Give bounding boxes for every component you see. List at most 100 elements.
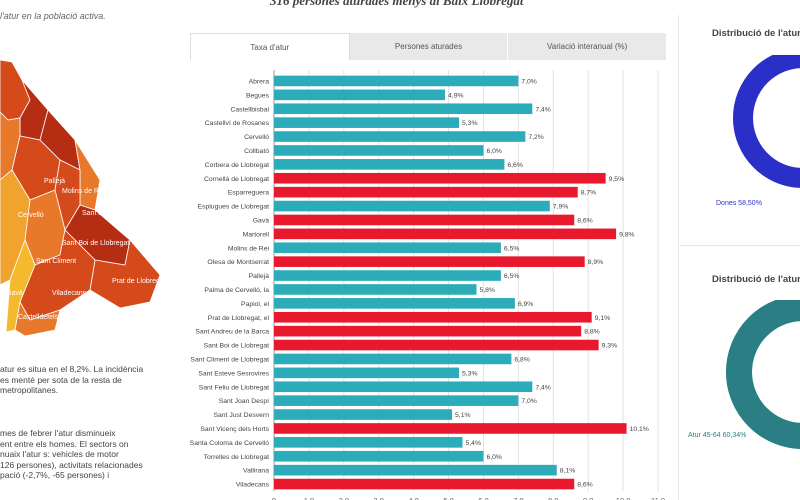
bar-value-label: 5,1% [455,412,471,419]
donut-chart-age [726,300,800,449]
category-label: Begues [246,92,270,99]
tab-taxa-atur[interactable]: Taxa d'atur [190,33,350,60]
bar-value-label: 6,6% [507,162,523,169]
bar-value-label: 6,5% [504,273,519,280]
donut2-title: Distribució de l'atur [712,274,800,285]
tab-persones-aturades[interactable]: Persones aturades [350,33,509,60]
tab-variacio-interanual[interactable]: Variació interanual (%) [508,33,668,60]
category-label: Sant Joan Despí [219,398,269,405]
bar[interactable] [274,89,446,101]
category-label: Viladecans [236,482,270,489]
bar-value-label: 4,9% [448,92,464,99]
bar[interactable] [274,311,592,323]
map-label: Molins de Rei [62,188,105,195]
bar-value-label: 9,3% [602,343,618,350]
bar[interactable] [274,437,463,448]
category-label: Prat de Llobregat, el [208,315,270,322]
category-label: Sant Boi de Llobregat [204,343,269,350]
bar[interactable] [274,145,484,156]
summary-paragraph-2: mes de febrer l'atur disminueix ent entr… [0,428,143,480]
map-label: Cervelló [18,212,44,219]
category-label: Sant Andreu de la Barca [195,329,269,336]
bar[interactable] [274,478,575,490]
bar[interactable] [274,242,501,254]
bar[interactable] [274,367,460,379]
page-title: 316 persones aturades menys al Baix Llob… [270,0,524,8]
map-region-prat[interactable] [89,239,161,309]
category-label: Castellví de Rosanes [205,120,270,127]
bar[interactable] [274,200,550,212]
bar[interactable] [274,284,477,295]
bar-value-label: 7,4% [535,106,551,113]
bar-value-label: 5,3% [462,120,478,127]
bar[interactable] [274,381,533,393]
unemployment-bar-chart: 0 1,0 2,0 3,0 4,0 5,0 6,0 7,0 8,0 9,0 10,0 11,0 Abre… [188,62,672,500]
x-tick-label: 10,0 [616,496,631,500]
bar[interactable] [274,214,575,226]
category-label: Collbató [244,148,269,155]
bar-value-label: 6,9% [518,301,534,308]
bar[interactable] [274,450,484,462]
map-label: Gavà [6,290,23,297]
bar[interactable] [274,256,585,267]
map-label: Sant Just Desvern [82,210,140,217]
comarca-map: Pallejà Molins de Rei Sant Just Desvern … [0,40,170,340]
donut-chart-gender [733,55,800,188]
bar[interactable] [274,186,578,198]
category-label: Gavà [253,217,269,224]
donut-main-segment[interactable] [726,300,800,449]
bar[interactable] [274,395,519,406]
bar-value-label: 8,6% [577,217,593,224]
vertical-divider [678,15,679,500]
bar[interactable] [274,270,501,281]
x-tick-label: 1,0 [304,496,314,500]
map-subtitle: l'atur en la població activa. [0,11,106,21]
category-label: Sant Climent de Llobregat [190,356,269,363]
bar[interactable] [274,409,453,420]
bar-value-label: 8,1% [560,468,576,475]
donut2-label: Atur 45-64 60,34% [688,432,747,439]
x-tick-label: 3,0 [374,496,384,500]
bar-value-label: 9,1% [595,315,611,322]
bar[interactable] [274,325,582,337]
bar[interactable] [274,353,512,365]
category-label: Pallejà [249,273,270,280]
bar[interactable] [274,159,505,170]
donut-main-segment[interactable] [733,55,800,188]
bar[interactable] [274,423,627,434]
map-label: Sant Climent [36,258,77,265]
bar[interactable] [274,172,606,184]
bar-value-label: 8,6% [577,482,593,489]
donut1-title: Distribució de l'atur [712,28,800,39]
category-label: Castellbisbal [230,106,269,113]
map-svg [0,59,161,337]
map-label: Pallejà [44,178,66,185]
bar-value-label: 6,5% [504,245,519,252]
bar[interactable] [274,464,557,476]
bar-value-label: 5,8% [479,287,495,294]
category-label: Esparreguera [228,190,269,197]
category-label: Cervelló [244,134,269,141]
bar[interactable] [274,75,519,87]
map-region-castelldefels[interactable] [14,300,61,337]
category-label: Sant Esteve Sesrovires [198,370,269,377]
category-label: Torrelles de Llobregat [204,454,269,461]
x-tick-label: 6,0 [478,496,488,500]
bar[interactable] [274,298,515,309]
bar[interactable] [274,103,533,115]
x-tick-label: 9,0 [583,496,593,500]
bar[interactable] [274,131,526,142]
category-label: Sant Just Desvern [213,412,269,419]
bar-value-label: 8,7% [581,190,597,197]
map-label: Castelldefels [18,314,59,321]
category-label: Corbera de Llobregat [205,162,269,169]
chart-tabs: Taxa d'atur Persones aturades Variació i… [190,33,668,60]
bar-value-label: 9,8% [619,231,635,238]
bar-value-label: 7,0% [521,78,537,85]
x-tick-label: 2,0 [339,496,349,500]
bar[interactable] [274,339,599,351]
category-label: Olesa de Montserrat [207,259,269,266]
category-label: Sant Feliu de Llobregat [199,384,269,391]
bar[interactable] [274,228,617,240]
bar[interactable] [274,117,460,128]
